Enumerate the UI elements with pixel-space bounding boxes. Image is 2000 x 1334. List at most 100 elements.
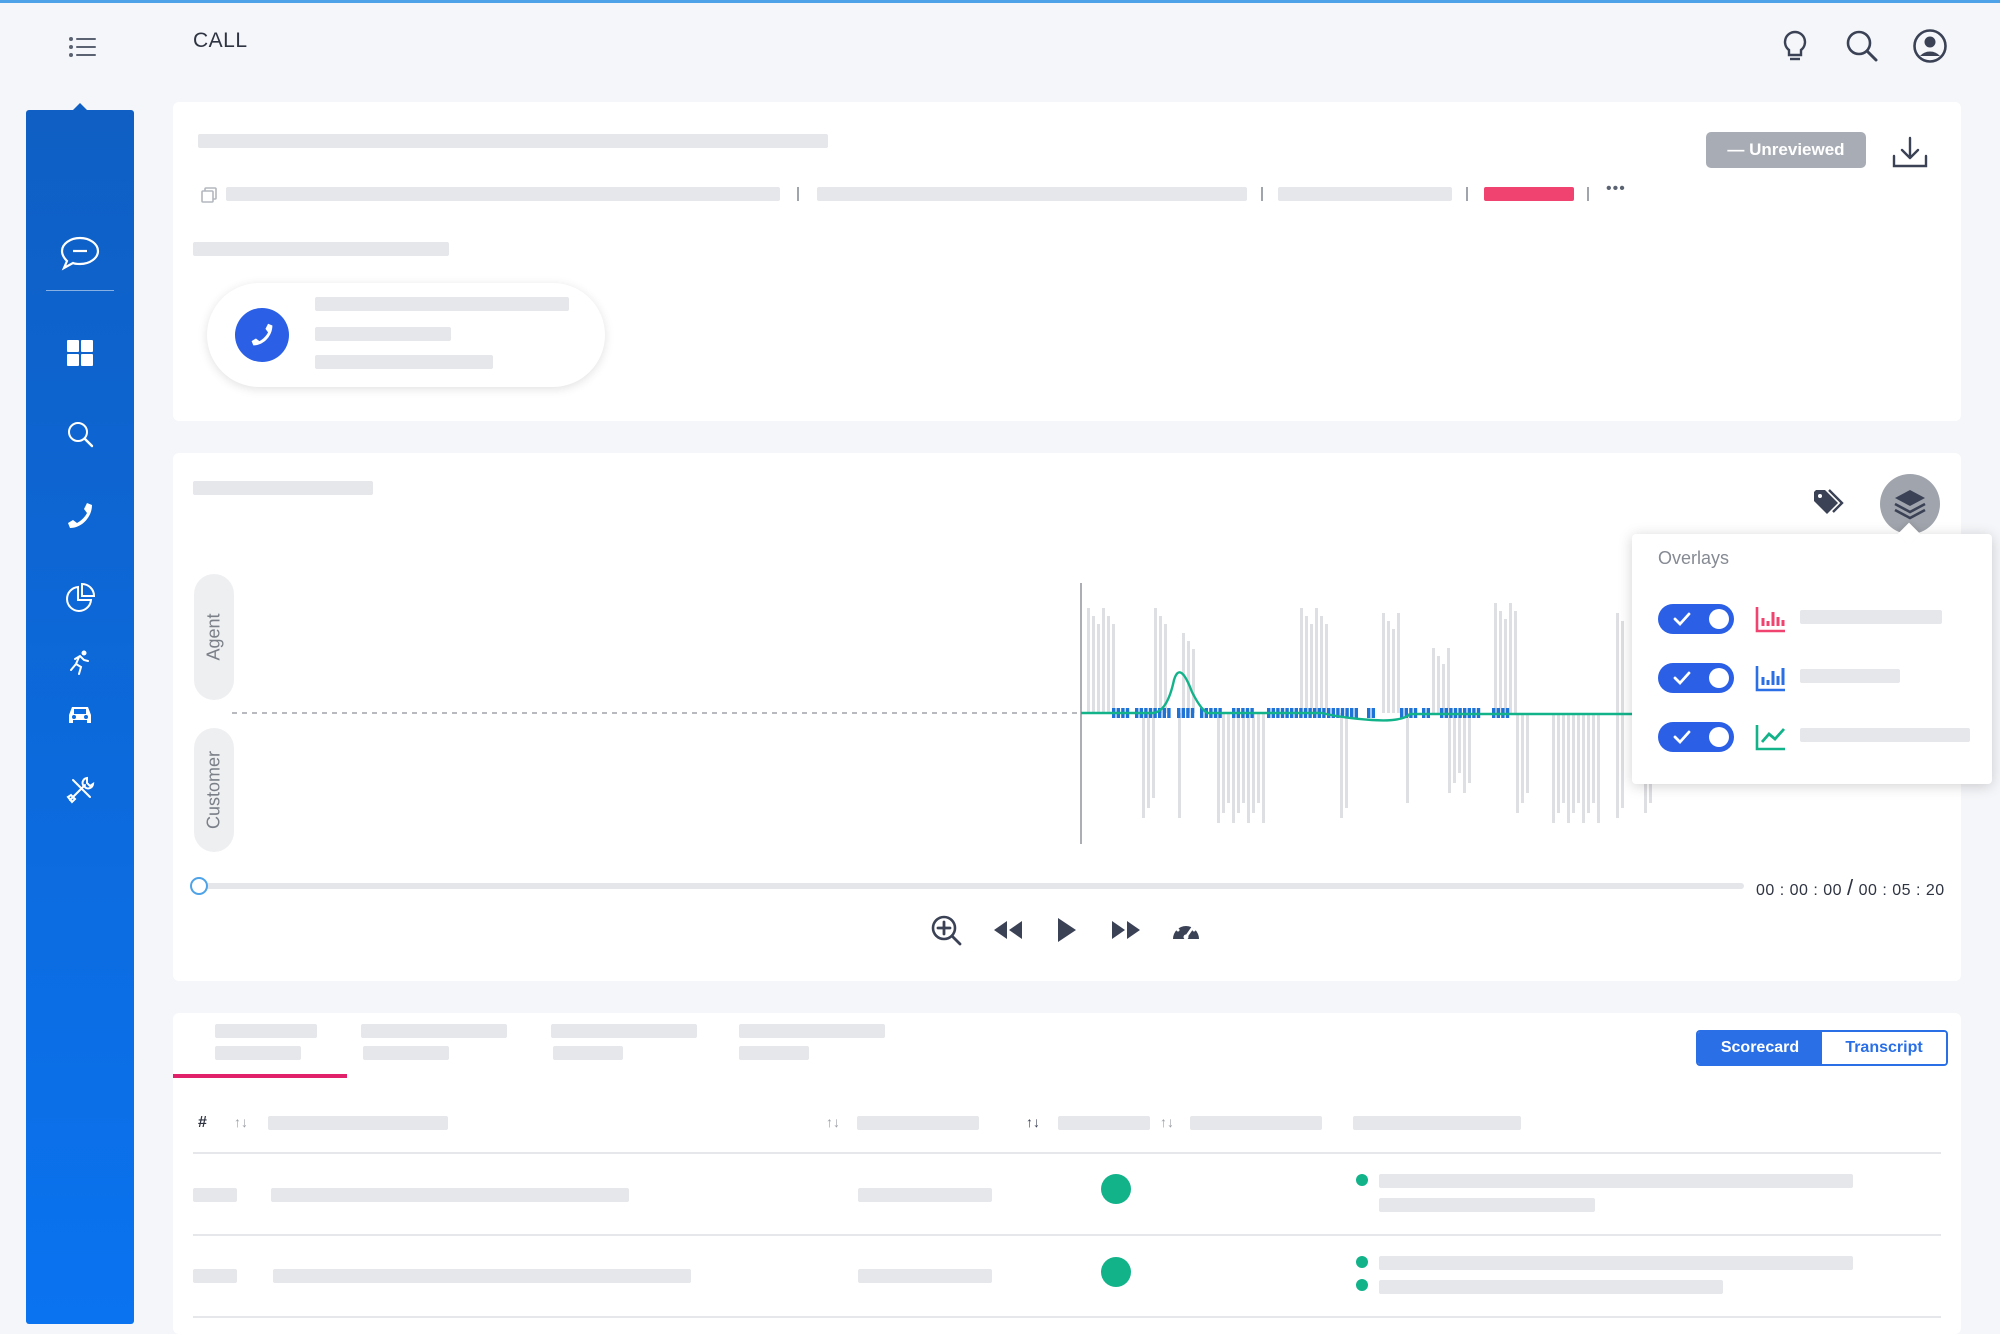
phone-icon[interactable] bbox=[26, 493, 134, 539]
overlay-marker bbox=[1340, 708, 1345, 718]
waveform-bar bbox=[1572, 713, 1575, 813]
waveform-bar bbox=[1397, 613, 1400, 713]
overlay-toggle[interactable] bbox=[1658, 663, 1734, 693]
view-toggle: Scorecard Transcript bbox=[1696, 1030, 1948, 1066]
table-divider bbox=[193, 1152, 1941, 1154]
zoom-in-icon[interactable] bbox=[926, 912, 966, 948]
current-time: 00 : 00 : 00 bbox=[1756, 882, 1843, 899]
search-icon[interactable] bbox=[26, 411, 134, 457]
tab-2[interactable] bbox=[360, 1020, 520, 1076]
waveform-bar bbox=[1142, 713, 1145, 818]
status-indicator bbox=[1101, 1174, 1131, 1204]
lightbulb-icon[interactable] bbox=[1775, 26, 1815, 66]
more-options-button[interactable]: ••• bbox=[1606, 180, 1626, 197]
check-icon bbox=[1673, 612, 1691, 627]
waveform-bar bbox=[1521, 713, 1524, 803]
participant-placeholder bbox=[315, 327, 451, 341]
sidebar bbox=[26, 110, 134, 1324]
waveform-bar bbox=[1567, 713, 1570, 823]
column-header-placeholder bbox=[1190, 1116, 1322, 1130]
sort-icon[interactable]: ↑↓ bbox=[1160, 1114, 1174, 1130]
tab-label-placeholder bbox=[361, 1024, 507, 1038]
playback-speed-icon[interactable] bbox=[1166, 912, 1206, 948]
sort-icon[interactable]: ↑↓ bbox=[1026, 1114, 1040, 1130]
call-participant-pill[interactable] bbox=[207, 283, 605, 387]
overlay-marker bbox=[1367, 708, 1371, 718]
overlay-toggle[interactable] bbox=[1658, 604, 1734, 634]
waveform-bar bbox=[1562, 713, 1565, 803]
waveform-bar bbox=[1616, 713, 1619, 818]
fast-forward-icon[interactable] bbox=[1106, 912, 1146, 948]
score-badge bbox=[1484, 187, 1574, 201]
scrubber-handle[interactable] bbox=[190, 877, 208, 895]
time-separator: / bbox=[1847, 875, 1854, 900]
dashboard-icon[interactable] bbox=[26, 330, 134, 376]
tab-3[interactable] bbox=[550, 1020, 710, 1076]
overlay-marker bbox=[1354, 708, 1358, 718]
rewind-icon[interactable] bbox=[988, 912, 1028, 948]
column-header-placeholder bbox=[1353, 1116, 1521, 1130]
check-icon bbox=[1673, 671, 1691, 686]
waveform[interactable] bbox=[232, 580, 1672, 850]
overlay-marker bbox=[1331, 708, 1335, 718]
table-row[interactable] bbox=[193, 1154, 1941, 1234]
waveform-bar bbox=[1577, 713, 1580, 803]
play-icon[interactable] bbox=[1046, 912, 1086, 948]
playback-time: 00 : 00 : 00 / 00 : 05 : 20 bbox=[1756, 875, 1945, 901]
car-icon[interactable] bbox=[26, 692, 134, 738]
meta-separator bbox=[797, 187, 799, 201]
tools-icon[interactable] bbox=[26, 767, 134, 813]
chat-icon[interactable] bbox=[26, 230, 134, 276]
menu-icon[interactable] bbox=[64, 32, 104, 66]
waveform-bar bbox=[1192, 649, 1195, 713]
sort-icon[interactable]: ↑↓ bbox=[826, 1114, 840, 1130]
user-account-icon[interactable] bbox=[1910, 26, 1950, 66]
overlay-label-placeholder bbox=[1800, 728, 1970, 742]
waveform-bar bbox=[1159, 616, 1162, 713]
page-title: CALL bbox=[193, 29, 248, 52]
meta-separator bbox=[1466, 187, 1468, 201]
waveform-bars bbox=[1087, 603, 1652, 823]
status-button[interactable]: — Unreviewed bbox=[1706, 132, 1866, 168]
sort-icon[interactable]: ↑↓ bbox=[234, 1114, 248, 1130]
waveform-bar bbox=[1315, 608, 1318, 713]
table-row[interactable] bbox=[193, 1236, 1941, 1316]
table-divider bbox=[193, 1234, 1941, 1236]
agent-channel-label[interactable]: Agent bbox=[194, 574, 234, 700]
search-icon[interactable] bbox=[1842, 26, 1882, 66]
overlays-title: Overlays bbox=[1658, 548, 1730, 568]
playback-scrubber[interactable] bbox=[198, 883, 1744, 889]
waveform-bar bbox=[1552, 713, 1555, 823]
overlay-toggle[interactable] bbox=[1658, 722, 1734, 752]
tab-4[interactable] bbox=[738, 1020, 898, 1076]
scorecard-button[interactable]: Scorecard bbox=[1698, 1032, 1822, 1064]
waveform-bar bbox=[1087, 608, 1090, 713]
bar-chart-icon bbox=[1755, 666, 1785, 692]
customer-channel-label[interactable]: Customer bbox=[194, 728, 234, 852]
tab-1[interactable] bbox=[173, 1020, 347, 1076]
waveform-bar bbox=[1182, 633, 1185, 713]
meta-placeholder bbox=[226, 187, 780, 201]
copy-icon[interactable] bbox=[200, 186, 218, 209]
waveform-bar bbox=[1499, 611, 1502, 713]
waveform-bar bbox=[1494, 603, 1497, 713]
waveform-bar bbox=[1310, 624, 1313, 713]
download-icon[interactable] bbox=[1890, 134, 1930, 175]
overlay-marker bbox=[1350, 708, 1354, 718]
pie-chart-icon[interactable] bbox=[26, 575, 134, 621]
waveform-bar bbox=[1164, 624, 1167, 713]
line-chart-icon bbox=[1755, 725, 1786, 751]
overlay-marker bbox=[1200, 708, 1204, 718]
waveform-bar bbox=[1437, 656, 1440, 713]
waveform-bar bbox=[1325, 624, 1328, 713]
waveform-bar bbox=[1621, 713, 1624, 808]
cell-placeholder bbox=[858, 1188, 992, 1202]
waveform-bar bbox=[1387, 621, 1390, 713]
runner-icon[interactable] bbox=[26, 639, 134, 685]
waveform-bar bbox=[1526, 713, 1529, 793]
overlay-marker bbox=[1186, 708, 1190, 718]
total-time: 00 : 05 : 20 bbox=[1858, 882, 1945, 899]
transcript-button[interactable]: Transcript bbox=[1822, 1032, 1946, 1064]
tag-icon[interactable] bbox=[1810, 486, 1848, 523]
waveform-bar bbox=[1102, 608, 1105, 713]
